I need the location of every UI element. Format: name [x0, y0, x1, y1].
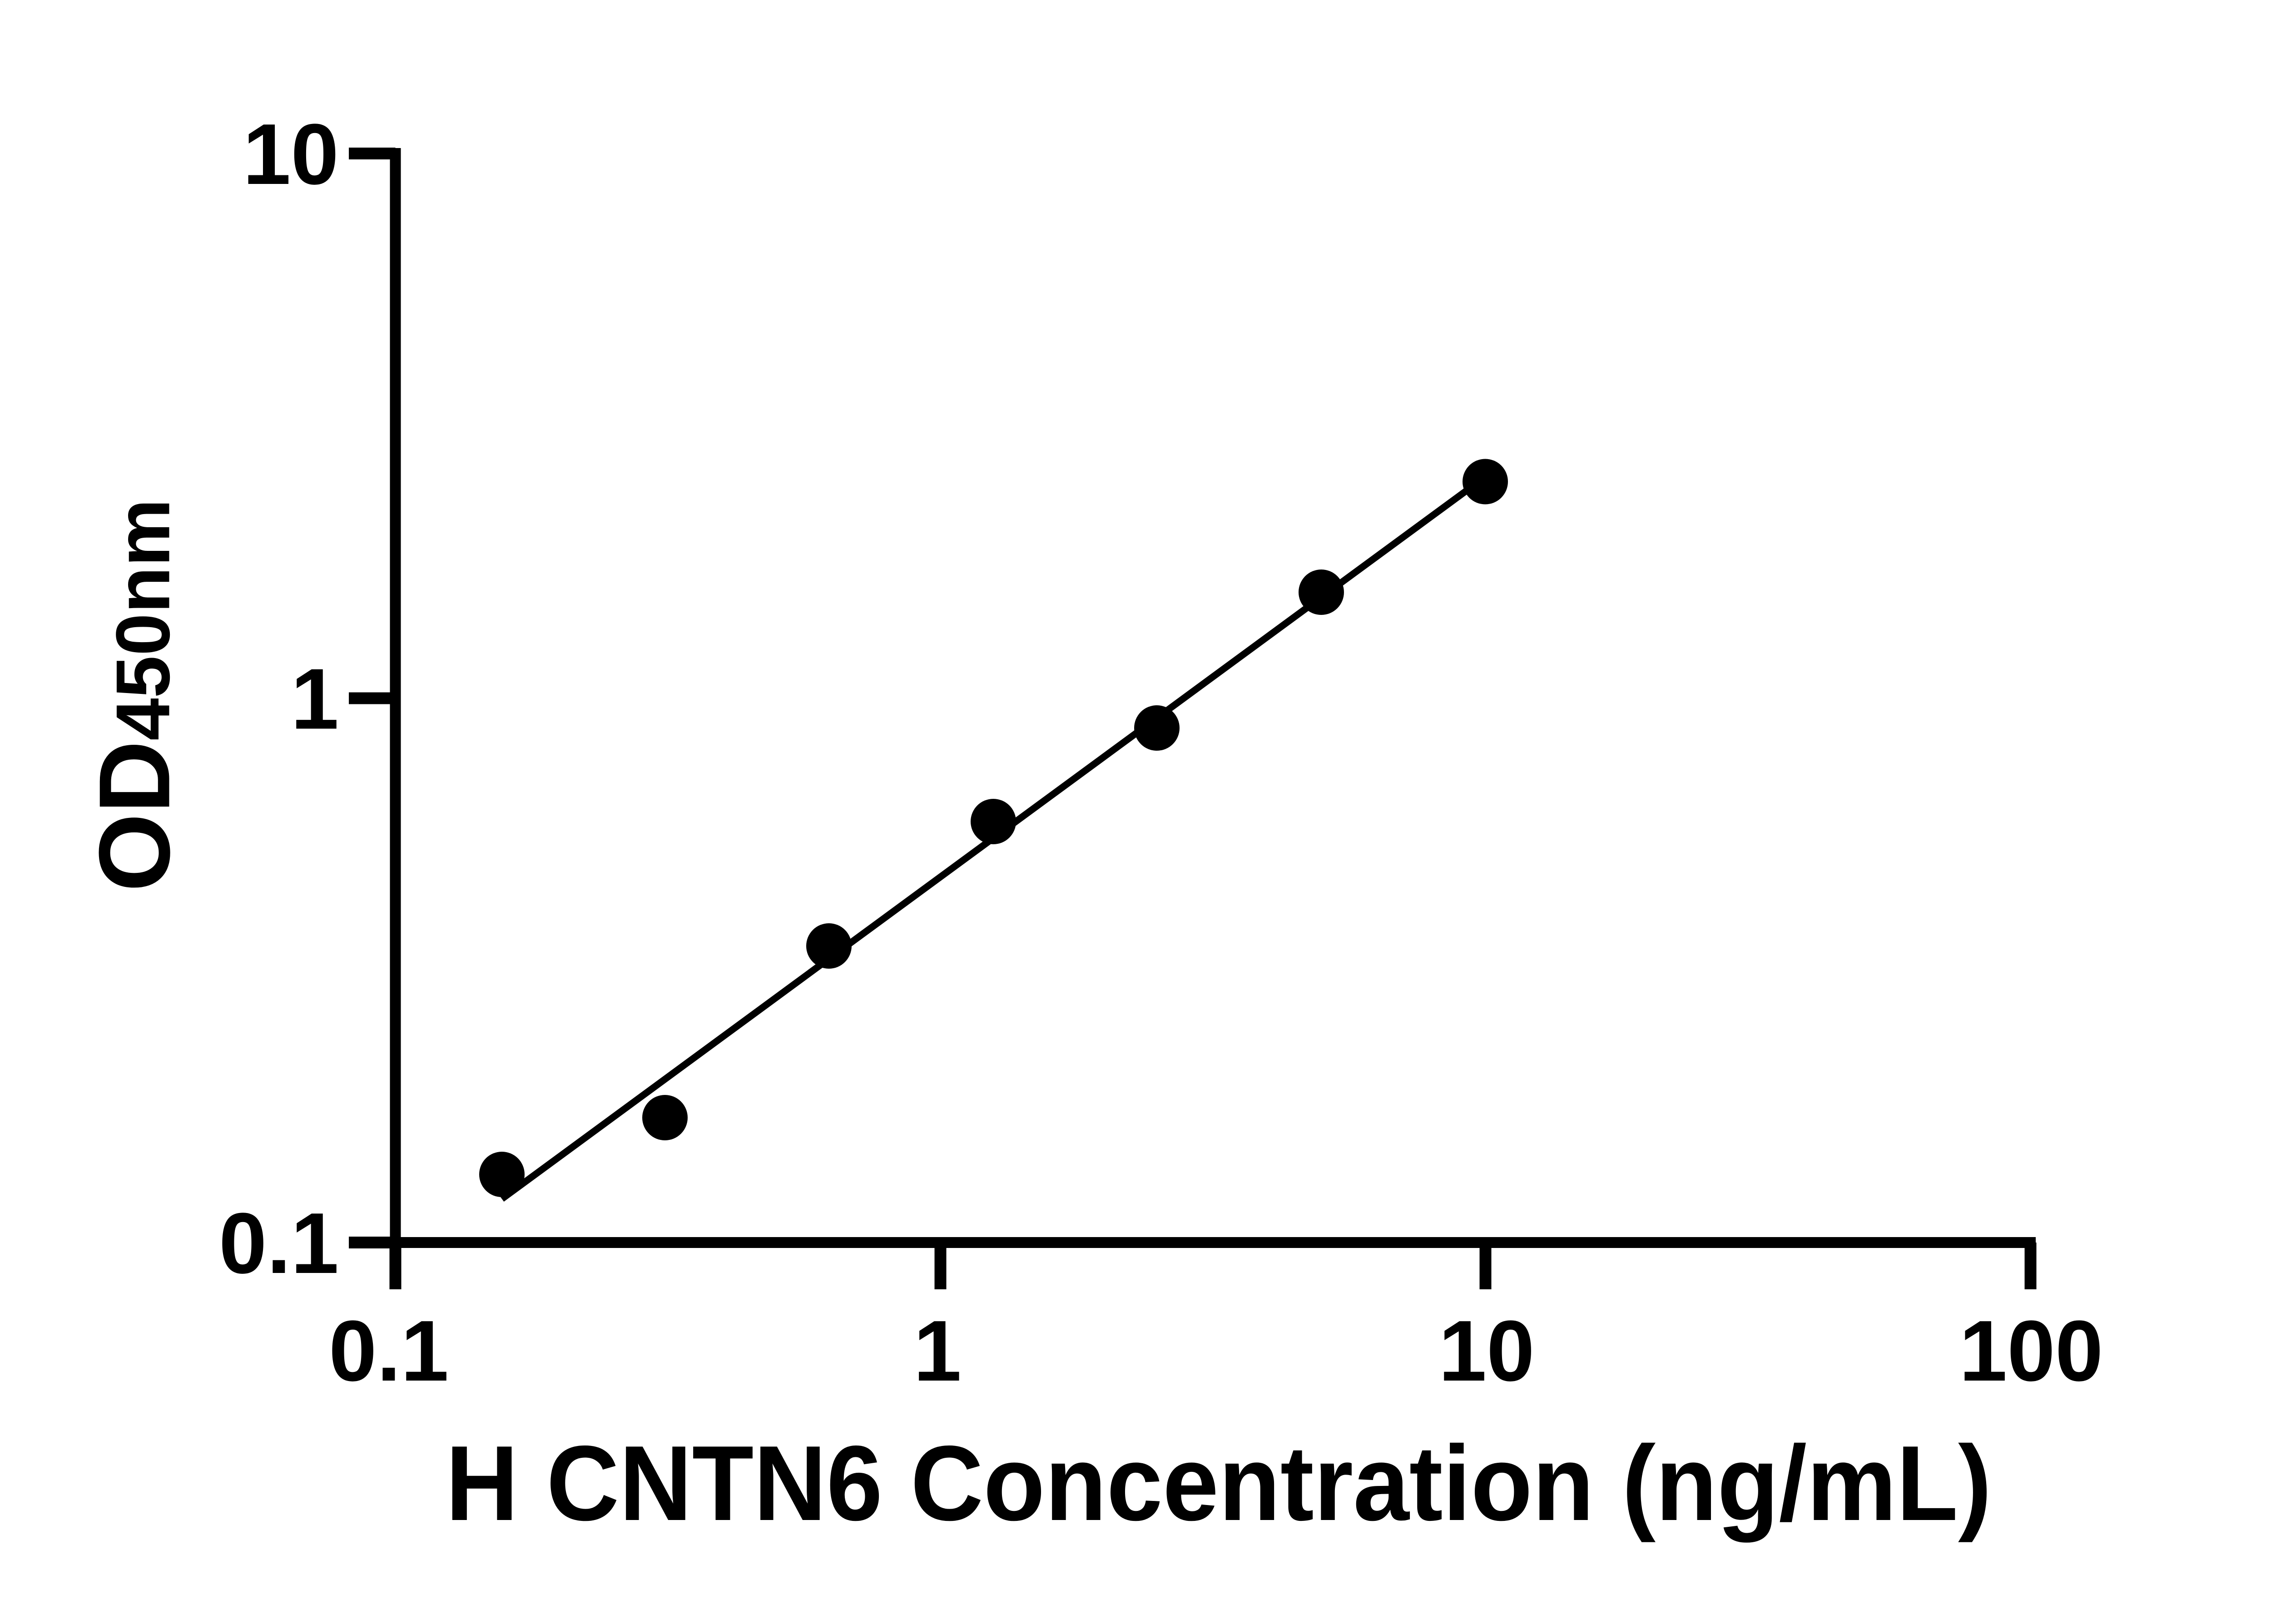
svg-text:0.1: 0.1	[329, 1303, 449, 1399]
svg-text:0.1: 0.1	[219, 1195, 339, 1292]
svg-text:10: 10	[243, 106, 339, 203]
svg-text:1: 1	[291, 651, 339, 748]
svg-text:1: 1	[913, 1303, 962, 1399]
svg-text:10: 10	[1438, 1303, 1534, 1399]
svg-text:H CNTN6 Concentration (ng/mL): H CNTN6 Concentration (ng/mL)	[446, 1423, 1992, 1543]
svg-text:100: 100	[1959, 1303, 2103, 1399]
